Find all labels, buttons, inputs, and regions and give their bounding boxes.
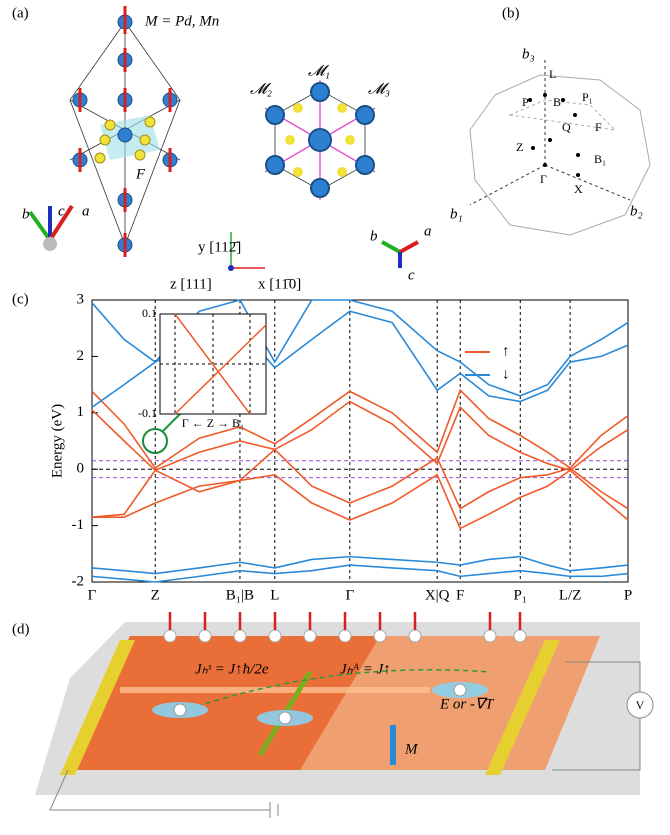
x-tick-label: P₁ (513, 587, 527, 603)
x-tick-label: P (624, 587, 632, 603)
x-tick-label: Γ (88, 587, 97, 603)
y-axis-label: Energy (eV) (49, 404, 65, 478)
x-tick-label: B₁|B (226, 587, 254, 603)
axis-label: a (82, 203, 90, 219)
equation: Jₕᴬ = J↑ (340, 661, 391, 677)
magnetization-label: M (404, 741, 419, 757)
axis-label: x [11̄0] (258, 276, 301, 292)
band-line (92, 449, 628, 517)
figure: (a) M = Pd, Mn F b c a y [112̄] z [111] … (0, 0, 670, 835)
point-label: B (553, 95, 561, 109)
point-label: Z (516, 140, 523, 154)
axes-right (382, 242, 418, 268)
point-label: Γ (540, 172, 547, 186)
point-label: P₁ (582, 90, 593, 104)
brillouin-zone (470, 60, 650, 235)
axis-label: z [111] (170, 276, 212, 292)
x-tick-label: L/Z (559, 587, 582, 603)
device (35, 612, 653, 818)
panel-label: (b) (502, 5, 520, 21)
axis-label: c (58, 203, 65, 219)
panel-label: (a) (12, 5, 29, 21)
inset-tick-label: -0.1 (138, 406, 157, 420)
axis-label: b (22, 206, 30, 222)
vector-label: b₃ (522, 46, 535, 62)
point-label: B₁ (594, 152, 606, 166)
drive-label: E or -∇T (439, 696, 495, 712)
y-tick-label: 0 (77, 461, 85, 477)
legend-label: ↑ (502, 343, 510, 359)
point-label: L (549, 67, 556, 81)
axis-label: c (408, 267, 415, 283)
y-tick-label: 2 (77, 348, 85, 364)
meter-label: V (636, 698, 645, 712)
formula: M = Pd, Mn (144, 13, 219, 29)
equation: Jₕˢ = J↑ħ/2e (195, 661, 269, 677)
vector-label: b₂ (630, 203, 643, 219)
site-label: 𝓜₃ (368, 81, 390, 97)
axis-label: a (424, 223, 432, 239)
axes-left (30, 206, 72, 251)
x-tick-label: L (270, 587, 279, 603)
plot: -2 -1 0 1 2 3 Γ Z B₁|B L Γ X|Q F P₁ L/Z P ↑ ↓ (72, 291, 633, 603)
y-tick-label: 1 (77, 404, 85, 420)
point-label: F (595, 120, 602, 134)
band-line (92, 565, 628, 582)
vector-label: b₁ (450, 206, 463, 222)
x-tick-label: Z (151, 587, 160, 603)
x-tick-label: Γ (345, 587, 354, 603)
site-label: 𝓜₁ (308, 63, 330, 79)
x-tick-label: X|Q (425, 587, 450, 603)
x-tick-label: F (456, 587, 464, 603)
inset-tick-label: 0.1 (142, 306, 157, 320)
legend-label: ↓ (502, 366, 510, 382)
y-tick-label: -1 (72, 517, 85, 533)
axis-label: b (370, 228, 378, 244)
site-label: F (135, 166, 146, 182)
point-label: X (574, 182, 583, 196)
y-tick-label: -2 (72, 573, 85, 589)
site-label: 𝓜₂ (250, 81, 272, 97)
panel-label: (d) (12, 621, 30, 637)
inset (160, 314, 266, 414)
hexagon-view (265, 80, 375, 200)
panel-label: (c) (12, 291, 29, 307)
point-label: P (522, 95, 529, 109)
y-tick-label: 3 (77, 291, 85, 307)
inset-x-label: Γ ← Z → B₁ (182, 416, 244, 430)
pointer (162, 412, 182, 432)
point-label: Q (562, 120, 571, 134)
axis-label: y [112̄] (198, 239, 241, 255)
